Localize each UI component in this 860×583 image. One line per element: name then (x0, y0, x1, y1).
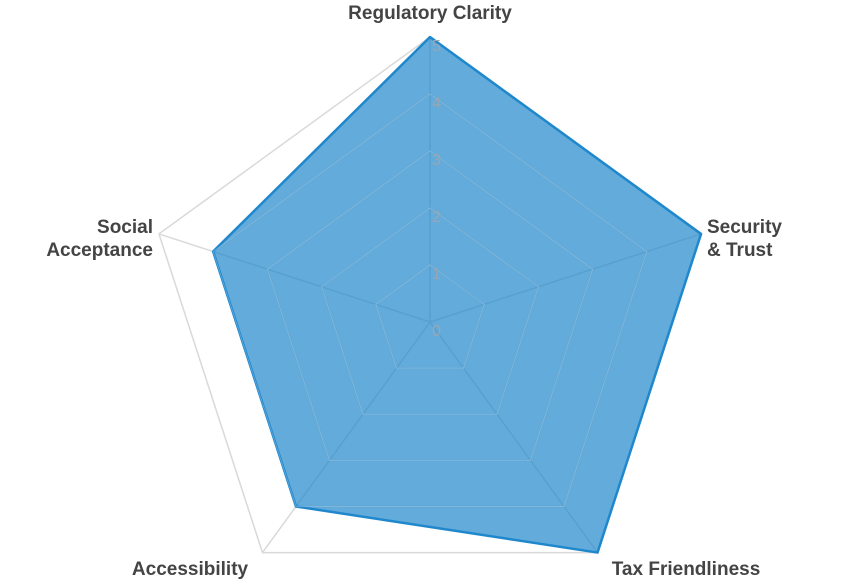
r-tick-label: 5 (432, 38, 441, 55)
r-tick-label: 1 (432, 266, 441, 283)
r-tick-label: 0 (432, 323, 441, 340)
category-label: Accessibility (131, 559, 249, 580)
category-label: Tax Friendliness (611, 559, 761, 580)
grid-ring-overlay (320, 207, 540, 415)
grid-ring-overlay (375, 264, 485, 369)
grid-ring-overlay (266, 150, 594, 461)
r-tick-label: 3 (432, 152, 441, 169)
ticks: 0 1 2 3 4 5 (432, 38, 441, 340)
series (211, 35, 703, 554)
category-label: Security & Trust (707, 217, 782, 261)
category-label: Regulatory Clarity (348, 3, 512, 24)
radar-area (211, 35, 703, 554)
r-tick-label: 2 (432, 209, 441, 226)
grid-ring-overlay (212, 93, 648, 507)
category-label: Social Acceptance (46, 217, 153, 261)
r-tick-label: 4 (432, 95, 441, 112)
